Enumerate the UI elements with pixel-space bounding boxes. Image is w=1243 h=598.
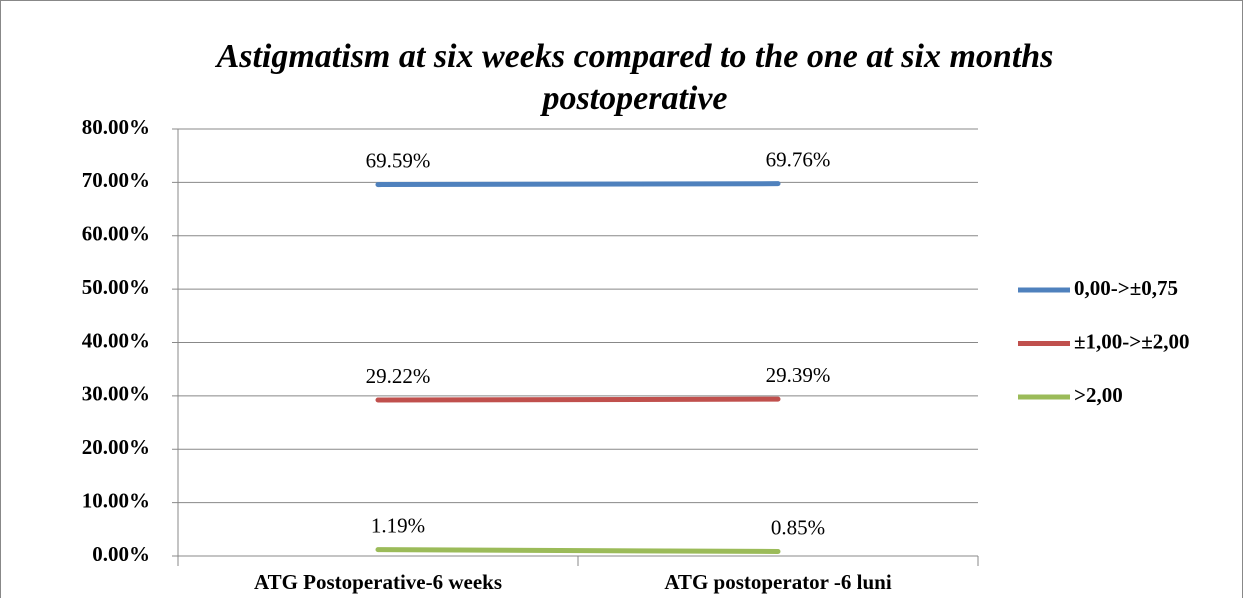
data-label: 29.39% <box>766 363 831 387</box>
y-tick-label: 50.00% <box>82 275 150 299</box>
series-line <box>375 181 781 188</box>
y-tick-label: 60.00% <box>82 222 150 246</box>
y-tick-label: 10.00% <box>82 488 150 512</box>
y-tick-label: 70.00% <box>82 168 150 192</box>
data-label: 29.22% <box>366 364 431 388</box>
data-label: 1.19% <box>371 513 425 537</box>
data-label: 69.76% <box>766 147 831 171</box>
series-line <box>375 396 781 403</box>
data-label: 0.85% <box>771 515 825 539</box>
chart-title: Astigmatism at six weeks compared to the… <box>216 38 1054 117</box>
legend-label: 0,00->±0,75 <box>1074 276 1178 300</box>
legend-label: >2,00 <box>1074 383 1123 407</box>
data-label: 69.59% <box>366 148 431 172</box>
y-tick-label: 0.00% <box>92 542 150 566</box>
x-tick-label: ATG postoperator -6 luni <box>664 570 891 594</box>
y-tick-label: 80.00% <box>82 115 150 139</box>
series-line <box>375 547 781 554</box>
y-tick-label: 20.00% <box>82 435 150 459</box>
y-tick-label: 30.00% <box>82 382 150 406</box>
x-tick-label: ATG Postoperative-6 weeks <box>254 570 502 594</box>
y-tick-label: 40.00% <box>82 328 150 352</box>
legend-label: ±1,00->±2,00 <box>1074 329 1190 353</box>
